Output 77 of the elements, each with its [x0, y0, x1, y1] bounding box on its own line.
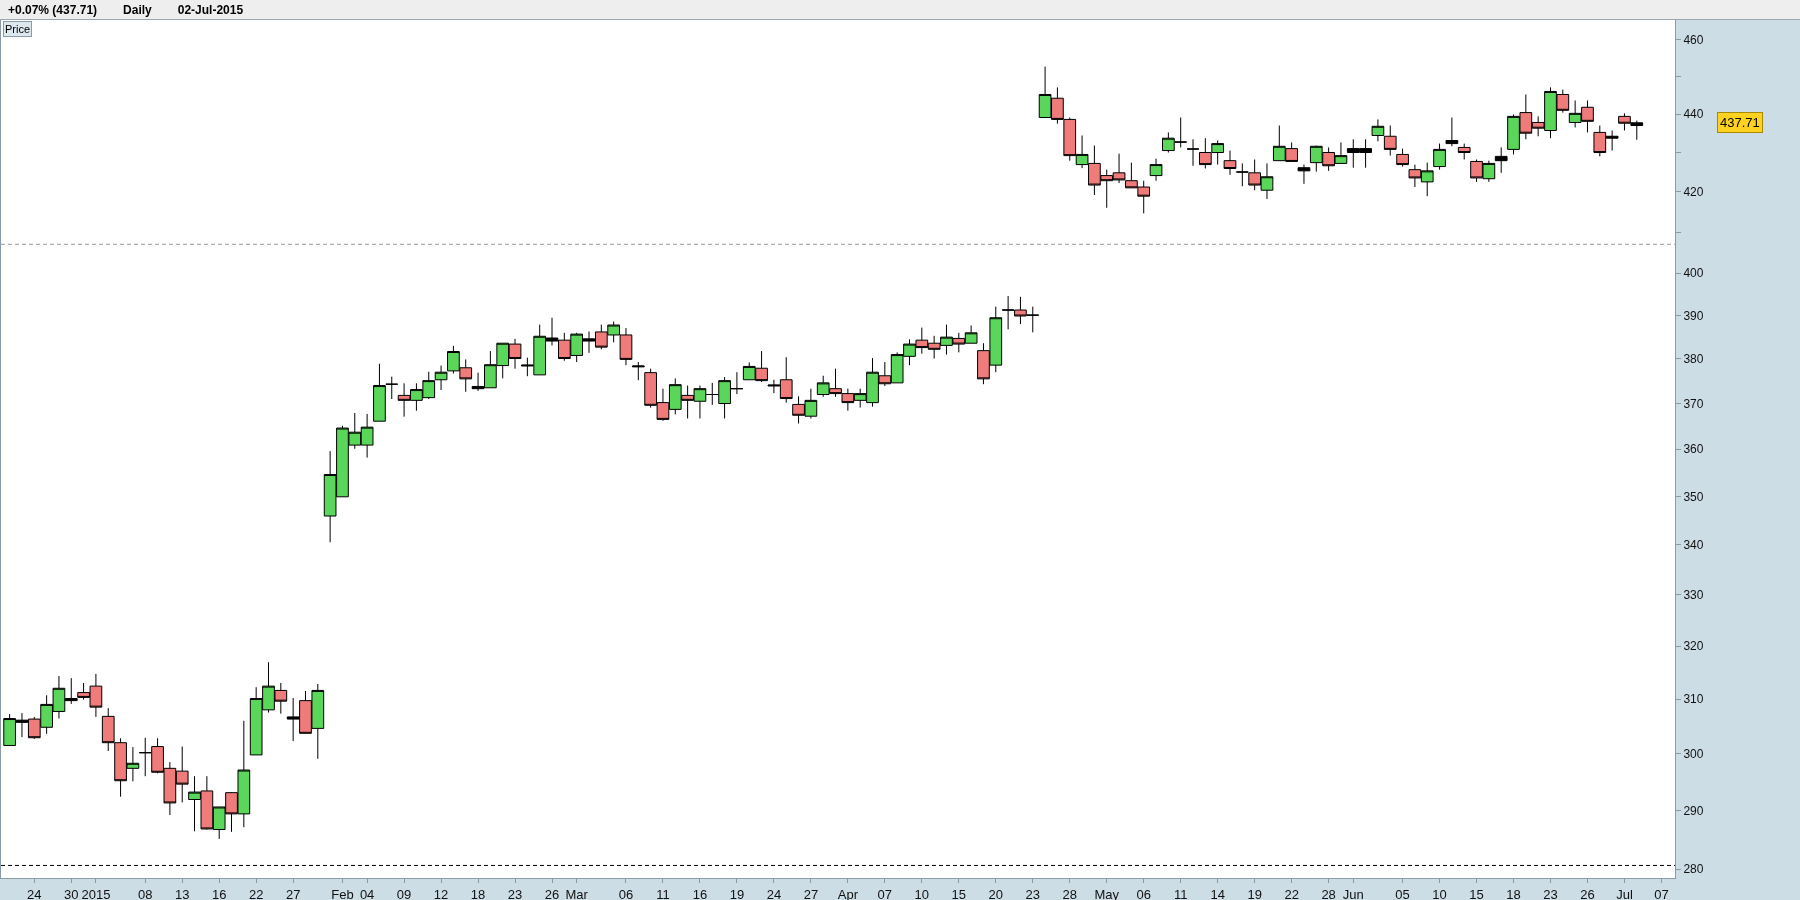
x-tick-label: 12 — [433, 886, 449, 900]
y-tick-label: 390 — [1683, 308, 1704, 323]
x-tick-label: 11 — [1173, 886, 1188, 900]
y-tick-label: 310 — [1683, 692, 1704, 707]
y-tick-label: 370 — [1683, 396, 1704, 411]
text: 437.71 — [1720, 115, 1760, 130]
candlestick — [1445, 117, 1459, 147]
x-tick-label: 18 — [470, 886, 486, 900]
x-tick-label: 26 — [544, 886, 560, 900]
y-tick-label: 400 — [1683, 266, 1704, 281]
y-tick-label: 350 — [1683, 489, 1704, 504]
y-tick-label: 280 — [1683, 862, 1704, 877]
x-tick-label: 2015 — [81, 886, 111, 900]
x-tick-label: Jun — [1342, 886, 1364, 900]
x-tick-label: 06 — [1136, 886, 1151, 900]
x-tick-label: 06 — [618, 886, 634, 900]
y-tick-label: 320 — [1683, 639, 1704, 654]
x-tick-label: 28 — [1062, 886, 1077, 900]
y-tick-label: 290 — [1683, 803, 1704, 818]
x-tick-label: 04 — [359, 886, 375, 900]
x-tick-label: 08 — [138, 886, 153, 900]
x-tick-label: 07 — [1654, 886, 1669, 900]
candlestick — [385, 376, 399, 400]
text: 02-Jul-2015 — [177, 2, 244, 17]
x-tick-label: 05 — [1395, 886, 1410, 900]
x-tick-label: 22 — [1284, 886, 1299, 900]
candlestick — [1371, 118, 1385, 142]
candlestick — [1494, 146, 1508, 174]
x-tick-label: Feb — [331, 886, 354, 900]
x-tick-label: 23 — [507, 886, 523, 900]
y-tick-label: 360 — [1683, 442, 1704, 457]
candlestick — [1149, 158, 1163, 182]
candlestick — [1297, 164, 1311, 185]
x-tick-label: 18 — [1506, 886, 1521, 900]
x-tick-label: 19 — [1247, 886, 1262, 900]
candlestick — [1383, 125, 1397, 157]
candlestick — [1433, 143, 1446, 171]
x-tick-label: 27 — [803, 886, 819, 900]
x-tick-label: Jul — [1616, 886, 1633, 900]
x-tick-label: 16 — [211, 886, 227, 900]
x-tick-label: 11 — [656, 886, 670, 900]
x-tick-label: 16 — [692, 886, 708, 900]
x-tick-label: 23 — [1025, 886, 1040, 900]
x-tick-label: 28 — [1321, 886, 1336, 900]
y-tick-label: 460 — [1683, 33, 1704, 48]
x-tick-label: 09 — [396, 886, 412, 900]
candlestick — [631, 361, 645, 381]
x-tick-label: 20 — [988, 886, 1004, 900]
y-axis-title: Price — [5, 23, 31, 35]
y-tick-label: 420 — [1683, 185, 1704, 199]
y-tick-label: 300 — [1683, 746, 1704, 761]
x-tick-label: 15 — [1469, 886, 1484, 900]
x-tick-label: 22 — [248, 886, 264, 900]
candlestick — [373, 363, 386, 422]
x-tick-label: 15 — [951, 886, 967, 900]
x-tick-label: 07 — [877, 886, 893, 900]
chart-subtitle: Daily — [123, 2, 152, 17]
x-tick-label: 24 — [27, 886, 42, 900]
chart-title: +0.07% (437.71) — [8, 2, 98, 17]
candlestick — [1457, 143, 1471, 160]
candlestick — [1396, 148, 1409, 168]
y-tick-label: 330 — [1683, 587, 1704, 602]
x-tick-label: 23 — [1543, 886, 1558, 900]
candlestick — [1223, 150, 1237, 176]
y-tick-label: 440 — [1683, 107, 1704, 122]
x-tick-label: 24 — [766, 886, 782, 900]
x-tick-label: Mar — [565, 886, 589, 900]
y-tick-label: 340 — [1683, 537, 1704, 552]
x-tick-label: 19 — [729, 886, 745, 900]
y-tick-label: 380 — [1683, 352, 1704, 367]
x-tick-label: 26 — [1580, 886, 1595, 900]
x-tick-label: 14 — [1210, 886, 1225, 900]
x-tick-label: 10 — [914, 886, 930, 900]
x-tick-label: 27 — [285, 886, 301, 900]
x-tick-label: 13 — [174, 886, 190, 900]
x-tick-label: 10 — [1432, 886, 1447, 900]
x-tick-label: 30 — [64, 886, 79, 900]
